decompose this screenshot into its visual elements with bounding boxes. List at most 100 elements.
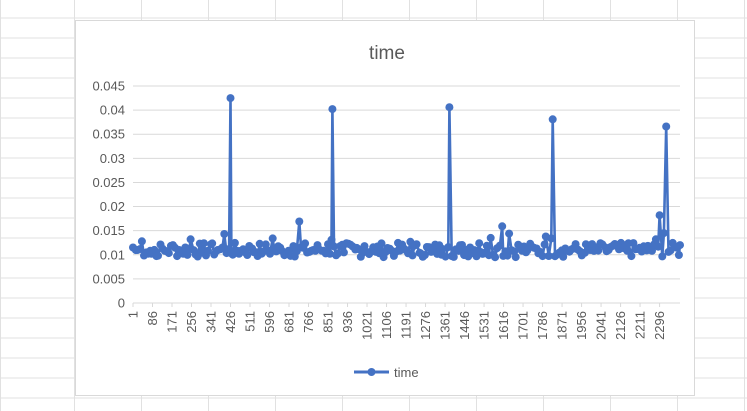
data-point[interactable] xyxy=(268,234,277,243)
data-point[interactable] xyxy=(328,105,337,114)
x-tick-label: 766 xyxy=(301,311,316,333)
data-point[interactable] xyxy=(301,239,310,248)
y-tick-label: 0.045 xyxy=(92,79,125,94)
data-point[interactable] xyxy=(511,253,520,262)
data-point[interactable] xyxy=(544,252,553,260)
data-point[interactable] xyxy=(674,251,683,259)
data-point[interactable] xyxy=(449,252,458,261)
data-point[interactable] xyxy=(204,246,212,255)
data-point[interactable] xyxy=(412,240,421,249)
data-point[interactable] xyxy=(327,235,336,244)
data-point[interactable] xyxy=(547,234,556,243)
data-point[interactable] xyxy=(199,239,208,248)
x-tick-label: 1021 xyxy=(360,311,375,340)
data-point[interactable] xyxy=(135,245,144,254)
x-tick-label: 2041 xyxy=(594,311,609,340)
data-point[interactable] xyxy=(325,249,334,258)
data-point[interactable] xyxy=(444,243,453,252)
data-point[interactable] xyxy=(659,229,668,238)
legend-label-time: time xyxy=(394,365,419,380)
x-tick-label: 1361 xyxy=(438,311,453,340)
data-point[interactable] xyxy=(627,252,636,261)
x-tick-label: 596 xyxy=(262,311,277,333)
data-point[interactable] xyxy=(295,217,304,226)
x-tick-label: 851 xyxy=(321,311,336,333)
chart-svg: time 0 0.005 0.01 0.015 0.02 0.025 0.03 0.035 0.… xyxy=(92,43,684,380)
y-tick-label: 0.005 xyxy=(92,271,125,286)
y-tick-label: 0.025 xyxy=(92,175,125,190)
x-tick-label: 1786 xyxy=(535,311,550,340)
data-point[interactable] xyxy=(495,241,504,250)
data-point[interactable] xyxy=(651,235,660,244)
data-point[interactable] xyxy=(475,239,484,248)
chart-title: time xyxy=(369,43,405,64)
x-tick-label: 936 xyxy=(340,311,355,333)
data-point[interactable] xyxy=(594,246,603,255)
data-point[interactable] xyxy=(408,251,417,260)
data-point[interactable] xyxy=(559,252,568,261)
y-tick-label: 0.01 xyxy=(100,247,125,262)
data-point[interactable] xyxy=(441,252,450,261)
data-point[interactable] xyxy=(548,115,557,124)
data-point[interactable] xyxy=(676,241,684,250)
data-point[interactable] xyxy=(655,211,664,220)
data-point[interactable] xyxy=(226,94,235,103)
legend[interactable]: time xyxy=(354,365,419,380)
data-point[interactable] xyxy=(218,243,227,252)
data-point[interactable] xyxy=(186,235,195,244)
chart-area[interactable]: time 0 0.005 0.01 0.015 0.02 0.025 0.03 0.035 0.… xyxy=(75,20,695,396)
x-tick-label: 171 xyxy=(165,311,180,333)
data-point[interactable] xyxy=(540,240,549,249)
data-point[interactable] xyxy=(261,240,270,249)
data-point[interactable] xyxy=(330,242,338,251)
data-point[interactable] xyxy=(538,252,547,261)
data-point[interactable] xyxy=(220,230,229,238)
data-point[interactable] xyxy=(243,251,252,259)
data-point[interactable] xyxy=(164,249,173,258)
x-tick-label: 1701 xyxy=(516,311,531,340)
data-point[interactable] xyxy=(486,233,495,242)
data-point[interactable] xyxy=(648,246,656,255)
x-tick-label: 426 xyxy=(223,311,238,333)
x-tick-label: 1191 xyxy=(399,311,414,339)
x-tick-label: 681 xyxy=(282,311,297,333)
data-point[interactable] xyxy=(445,103,454,112)
x-tick-label: 511 xyxy=(243,311,258,332)
y-tick-label: 0.02 xyxy=(100,199,125,214)
x-tick-label: 2211 xyxy=(633,311,648,339)
data-point[interactable] xyxy=(420,251,429,259)
x-tick-label: 1531 xyxy=(477,311,492,340)
y-tick-label: 0.035 xyxy=(92,127,125,142)
x-tick-label: 1956 xyxy=(574,311,589,340)
x-tick-label: 1616 xyxy=(496,311,511,340)
data-point[interactable] xyxy=(154,251,162,260)
data-point[interactable] xyxy=(230,238,239,247)
data-point[interactable] xyxy=(150,245,159,254)
x-tick-label: 2126 xyxy=(613,311,628,340)
y-tick-label: 0.015 xyxy=(92,223,125,238)
x-tick-label: 2296 xyxy=(652,311,667,340)
data-point[interactable] xyxy=(339,248,348,257)
data-point[interactable] xyxy=(377,239,386,248)
x-tick-label: 1871 xyxy=(555,311,570,340)
data-point[interactable] xyxy=(208,239,217,248)
data-point[interactable] xyxy=(137,237,146,246)
y-tick-label: 0 xyxy=(118,296,125,311)
data-point[interactable] xyxy=(482,241,491,250)
data-point[interactable] xyxy=(658,252,667,261)
data-point[interactable] xyxy=(498,222,507,231)
data-point[interactable] xyxy=(662,122,671,131)
x-tick-label: 1 xyxy=(126,311,141,318)
data-point[interactable] xyxy=(654,242,663,251)
data-point[interactable] xyxy=(505,229,514,238)
data-point[interactable] xyxy=(255,239,264,248)
data-point[interactable] xyxy=(491,253,500,262)
data-point[interactable] xyxy=(470,246,479,255)
y-axis-tick-labels: 0 0.005 0.01 0.015 0.02 0.025 0.03 0.035 0.04 0.0… xyxy=(92,79,125,311)
x-tick-label: 341 xyxy=(204,311,219,333)
data-point[interactable] xyxy=(629,239,638,248)
x-tick-label: 86 xyxy=(145,311,160,325)
x-tick-label: 1446 xyxy=(457,311,472,340)
x-tick-label: 1106 xyxy=(379,311,394,339)
series-time[interactable] xyxy=(129,94,684,262)
